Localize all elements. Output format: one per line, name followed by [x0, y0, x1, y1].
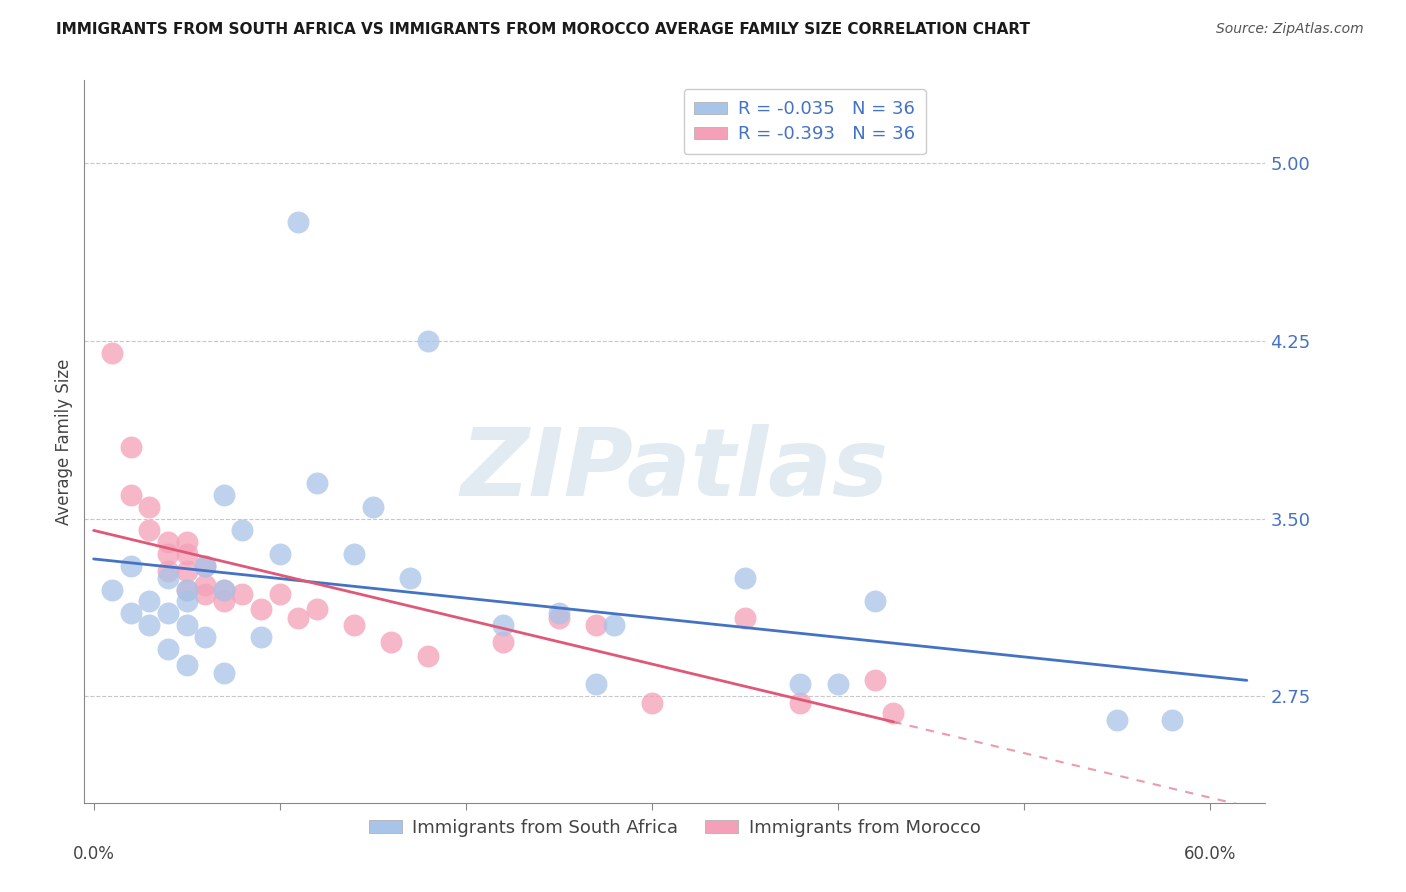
Point [231, 524, 253, 538]
Point [789, 696, 811, 710]
Point [194, 558, 217, 573]
Point [138, 500, 160, 514]
Point [138, 618, 160, 632]
Point [547, 607, 569, 621]
Point [176, 618, 198, 632]
Point [101, 582, 124, 597]
Point [157, 607, 180, 621]
Point [194, 630, 217, 644]
Point [250, 630, 273, 644]
Point [120, 441, 142, 455]
Point [269, 587, 291, 601]
Text: IMMIGRANTS FROM SOUTH AFRICA VS IMMIGRANTS FROM MOROCCO AVERAGE FAMILY SIZE CORR: IMMIGRANTS FROM SOUTH AFRICA VS IMMIGRAN… [56, 22, 1031, 37]
Point [398, 571, 420, 585]
Point [603, 618, 626, 632]
Point [305, 475, 328, 490]
Point [585, 618, 607, 632]
Point [640, 696, 662, 710]
Point [418, 334, 440, 348]
Point [176, 594, 198, 608]
Point [212, 582, 235, 597]
Point [212, 665, 235, 680]
Point [176, 564, 198, 578]
Point [863, 673, 886, 687]
Y-axis label: Average Family Size: Average Family Size [55, 359, 73, 524]
Point [176, 535, 198, 549]
Text: ZIPatlas: ZIPatlas [461, 425, 889, 516]
Point [157, 547, 180, 561]
Point [176, 658, 198, 673]
Point [157, 641, 180, 656]
Point [585, 677, 607, 691]
Point [120, 607, 142, 621]
Point [176, 582, 198, 597]
Point [287, 611, 309, 625]
Point [492, 634, 515, 648]
Point [380, 634, 402, 648]
Point [863, 594, 886, 608]
Point [138, 524, 160, 538]
Point [287, 215, 309, 229]
Point [827, 677, 849, 691]
Point [157, 535, 180, 549]
Point [157, 571, 180, 585]
Point [212, 594, 235, 608]
Point [231, 587, 253, 601]
Point [212, 488, 235, 502]
Point [1161, 713, 1184, 727]
Point [250, 601, 273, 615]
Text: Source: ZipAtlas.com: Source: ZipAtlas.com [1216, 22, 1364, 37]
Point [269, 547, 291, 561]
Point [547, 611, 569, 625]
Point [343, 618, 366, 632]
Point [789, 677, 811, 691]
Point [194, 587, 217, 601]
Point [492, 618, 515, 632]
Point [734, 611, 756, 625]
Point [305, 601, 328, 615]
Point [734, 571, 756, 585]
Point [138, 594, 160, 608]
Point [157, 564, 180, 578]
Point [212, 582, 235, 597]
Point [418, 648, 440, 663]
Point [343, 547, 366, 561]
Legend: Immigrants from South Africa, Immigrants from Morocco: Immigrants from South Africa, Immigrants… [361, 812, 988, 845]
Point [176, 582, 198, 597]
Point [176, 547, 198, 561]
Point [101, 345, 124, 359]
Point [194, 558, 217, 573]
Text: 60.0%: 60.0% [1184, 846, 1236, 863]
Point [882, 706, 904, 720]
Point [194, 578, 217, 592]
Text: 0.0%: 0.0% [73, 846, 115, 863]
Point [361, 500, 384, 514]
Point [120, 488, 142, 502]
Point [1105, 713, 1128, 727]
Point [120, 558, 142, 573]
